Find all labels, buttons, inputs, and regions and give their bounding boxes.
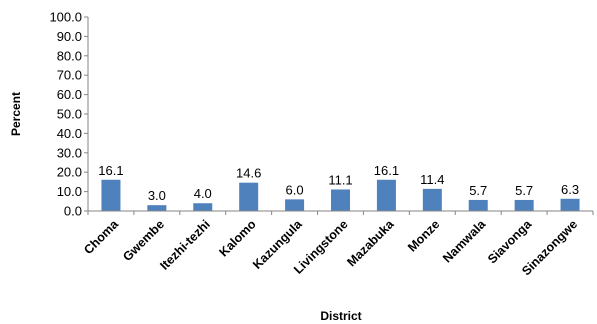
x-category-label: Itezhi-tezhi	[157, 217, 213, 273]
bar-siavonga	[514, 199, 534, 211]
data-label: 16.1	[374, 163, 399, 178]
bar-kazungula	[285, 199, 305, 211]
data-label: 3.0	[148, 188, 166, 203]
data-label: 6.3	[561, 182, 579, 197]
bars	[101, 179, 580, 211]
x-category-label: Choma	[81, 216, 122, 257]
x-category-label: Kalomo	[216, 217, 259, 260]
y-tick-label: 100.0	[49, 10, 82, 25]
data-label: 5.7	[515, 183, 533, 198]
bar-kalomo	[239, 182, 259, 211]
y-tick-label: 50.0	[57, 107, 82, 122]
data-label: 4.0	[194, 186, 212, 201]
y-tick-label: 90.0	[57, 29, 82, 44]
data-label: 11.1	[328, 172, 352, 187]
y-tick-label: 20.0	[57, 165, 82, 180]
x-category-label: Namwala	[440, 216, 489, 265]
x-category-label: Monze	[405, 217, 442, 254]
y-tick-label: 70.0	[57, 68, 82, 83]
y-axis-title: Percent	[9, 92, 23, 136]
bar-mazabuka	[376, 179, 396, 211]
bar-namwala	[468, 199, 488, 211]
data-label: 16.1	[98, 163, 123, 178]
y-tick-label: 60.0	[57, 87, 82, 102]
y-tick-label: 30.0	[57, 145, 82, 160]
bar-sinazongwe	[560, 198, 580, 211]
x-axis-title: District	[320, 309, 361, 323]
bar-gwembe	[147, 205, 167, 211]
bar-itezhi-tezhi	[193, 203, 213, 211]
y-tick-label: 80.0	[57, 48, 82, 63]
x-category-label: Gwembe	[120, 217, 167, 264]
data-label: 14.6	[236, 166, 261, 181]
bar-choma	[101, 179, 121, 211]
y-tick-label: 40.0	[57, 126, 82, 141]
y-axis-ticks: 0.0 10.0 20.0 30.0 40.0 50.0 60.0 70.0 80.0 90.0 1…	[49, 10, 594, 219]
data-label: 6.0	[286, 182, 304, 197]
data-labels: 16.1 3.0 4.0 14.6 6.0 11.1 16.1 11.4 5.7 5.7 6.3	[98, 163, 579, 203]
bar-monze	[422, 188, 442, 211]
y-tick-label: 0.0	[64, 204, 82, 219]
data-label: 5.7	[469, 183, 487, 198]
data-label: 11.4	[420, 172, 444, 187]
bar-livingstone	[331, 189, 350, 211]
y-tick-label: 10.0	[57, 184, 82, 199]
x-category-label: Mazabuka	[344, 216, 397, 269]
